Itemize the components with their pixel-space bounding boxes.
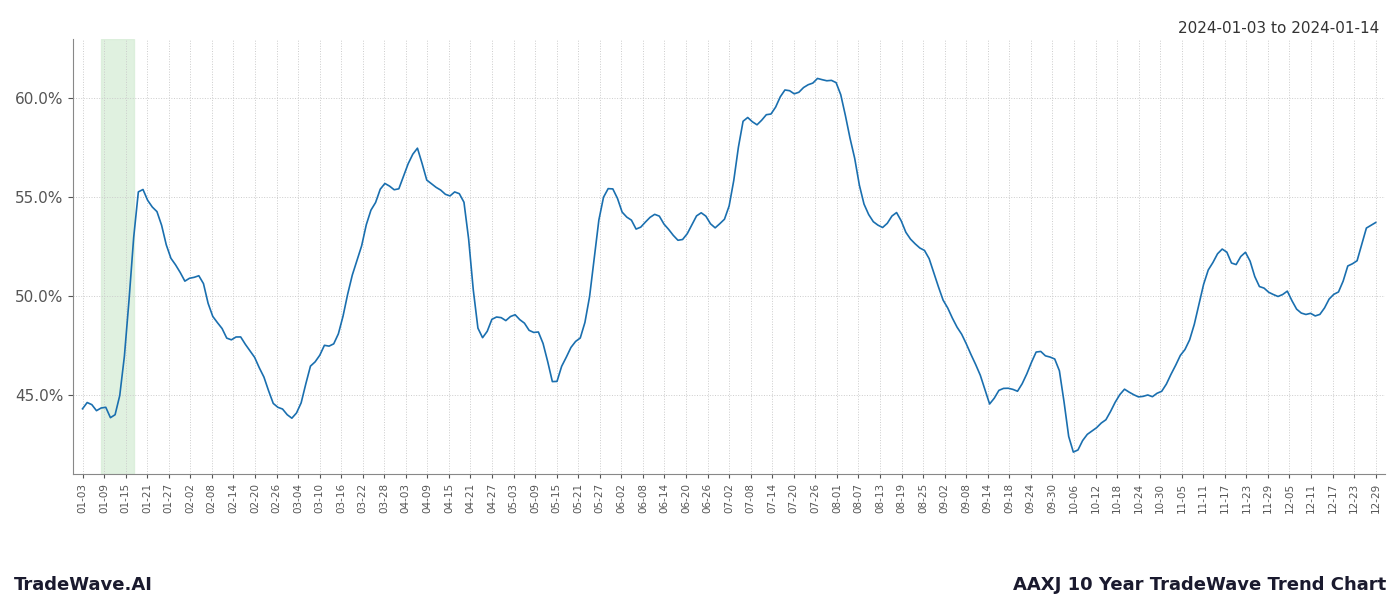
Text: TradeWave.AI: TradeWave.AI [14,576,153,594]
Text: 2024-01-03 to 2024-01-14: 2024-01-03 to 2024-01-14 [1177,21,1379,36]
Bar [101,39,133,474]
Text: AAXJ 10 Year TradeWave Trend Chart: AAXJ 10 Year TradeWave Trend Chart [1012,576,1386,594]
